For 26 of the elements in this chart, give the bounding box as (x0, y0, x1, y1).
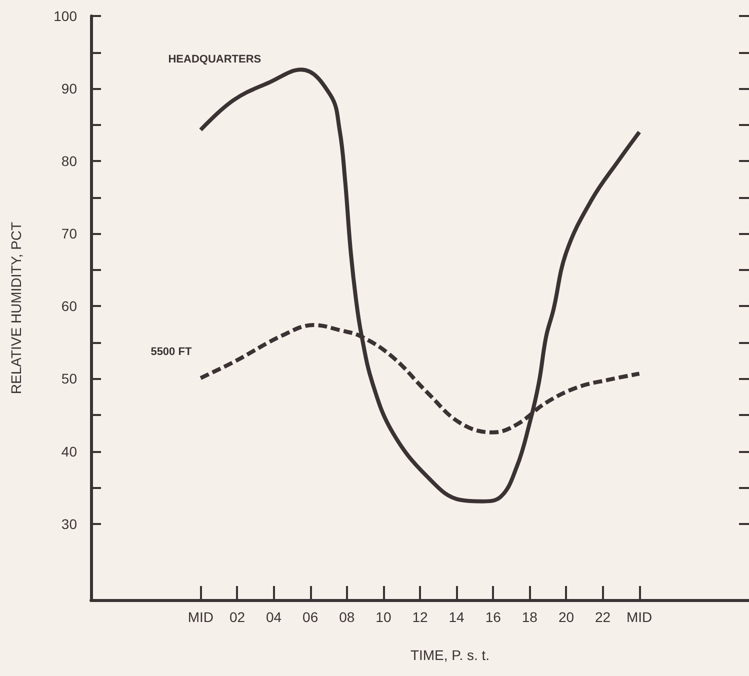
line-series (198, 68, 642, 504)
x-tick-label: 16 (485, 609, 502, 625)
x-tick-label: 02 (229, 609, 246, 625)
y-tick-label: 50 (61, 370, 78, 387)
y-tick-label: 40 (61, 443, 78, 460)
series-label: HEADQUARTERS (168, 53, 262, 66)
x-tick-label: 22 (594, 609, 611, 625)
x-tick-label: 18 (522, 609, 538, 625)
y-tick-label: 90 (61, 80, 78, 97)
y-tick-label: 30 (61, 516, 78, 532)
x-tick-label: 14 (448, 609, 465, 625)
x-tick-label: MID (188, 609, 214, 625)
x-tick-label: 20 (558, 609, 574, 625)
x-tick-label: 08 (339, 609, 355, 625)
y-tick-label: 60 (61, 298, 78, 314)
x-tick-label: MID (626, 609, 652, 625)
y-axis-title: RELATIVE HUMIDITY, PCT (8, 221, 24, 394)
x-tick-label: 12 (412, 609, 428, 625)
y-tick-label: 80 (61, 153, 78, 170)
series-label: 5500 FT (150, 346, 192, 358)
x-axis-title: TIME, P. s. t. (410, 647, 490, 663)
x-tick-label: 04 (266, 609, 282, 625)
x-tick-label: 10 (376, 609, 392, 625)
x-tick-label: 06 (302, 609, 318, 625)
y-tick-label: 70 (61, 226, 78, 242)
y-tick-label: 100 (54, 8, 78, 24)
